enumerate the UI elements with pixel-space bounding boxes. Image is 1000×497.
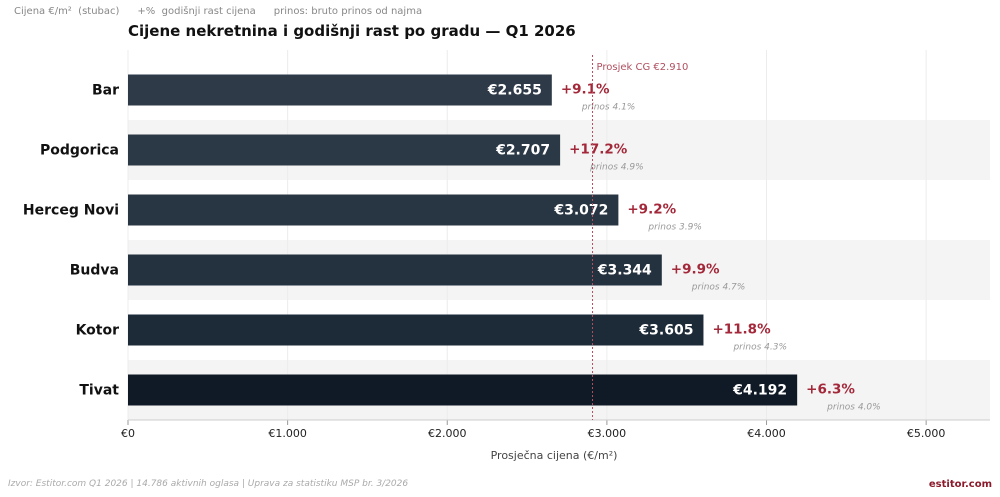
legend-price: Cijena €/m² (stubac): [14, 6, 120, 17]
average-label: Prosjek CG €2.910: [597, 62, 689, 73]
value-label: €4.192: [732, 383, 787, 399]
bar: [128, 314, 704, 346]
category-label: Kotor: [76, 323, 120, 339]
value-label: €2.707: [495, 143, 550, 159]
bar: [128, 374, 798, 406]
growth-label: +9.2%: [627, 202, 676, 218]
yield-label: prinos 4.9%: [589, 163, 644, 173]
growth-label: +17.2%: [569, 142, 628, 158]
growth-label: +9.1%: [561, 82, 610, 98]
value-label: €2.655: [487, 83, 542, 99]
yield-label: prinos 4.0%: [826, 403, 881, 413]
category-label: Podgorica: [40, 143, 119, 159]
x-tick-label: €5.000: [907, 427, 946, 440]
brand-logo: estitor.com: [928, 479, 992, 490]
value-label: €3.072: [553, 203, 608, 219]
bar: [128, 254, 662, 286]
x-axis-label: Prosječna cijena (€/m²): [491, 449, 618, 462]
x-tick-label: €0: [121, 427, 135, 440]
legend: Cijena €/m² (stubac) +% godišnji rast cij…: [14, 6, 440, 17]
growth-label: +9.9%: [671, 262, 720, 278]
value-label: €3.344: [597, 263, 652, 279]
category-label: Budva: [70, 263, 119, 279]
x-tick-label: €1.000: [268, 427, 307, 440]
value-label: €3.605: [638, 323, 693, 339]
category-label: Herceg Novi: [23, 203, 119, 219]
category-label: Bar: [92, 83, 119, 99]
bar: [128, 134, 561, 166]
yield-label: prinos 4.3%: [732, 343, 787, 353]
growth-label: +6.3%: [806, 382, 855, 398]
x-tick-label: €2.000: [428, 427, 467, 440]
yield-label: prinos 3.9%: [647, 223, 702, 233]
bar: [128, 74, 552, 106]
x-tick-label: €4.000: [747, 427, 786, 440]
bar: [128, 194, 619, 226]
x-tick-label: €3.000: [588, 427, 627, 440]
yield-label: prinos 4.7%: [691, 283, 746, 293]
legend-growth: +% godišnji rast cijena: [137, 6, 256, 17]
category-label: Tivat: [79, 383, 119, 399]
growth-label: +11.8%: [712, 322, 771, 338]
yield-label: prinos 4.1%: [581, 103, 636, 113]
source-footer: Izvor: Estitor.com Q1 2026 | 14.786 akti…: [8, 479, 409, 489]
chart-title: Cijene nekretnina i godišnji rast po gra…: [128, 22, 576, 40]
legend-yield: prinos: bruto prinos od najma: [273, 6, 423, 17]
